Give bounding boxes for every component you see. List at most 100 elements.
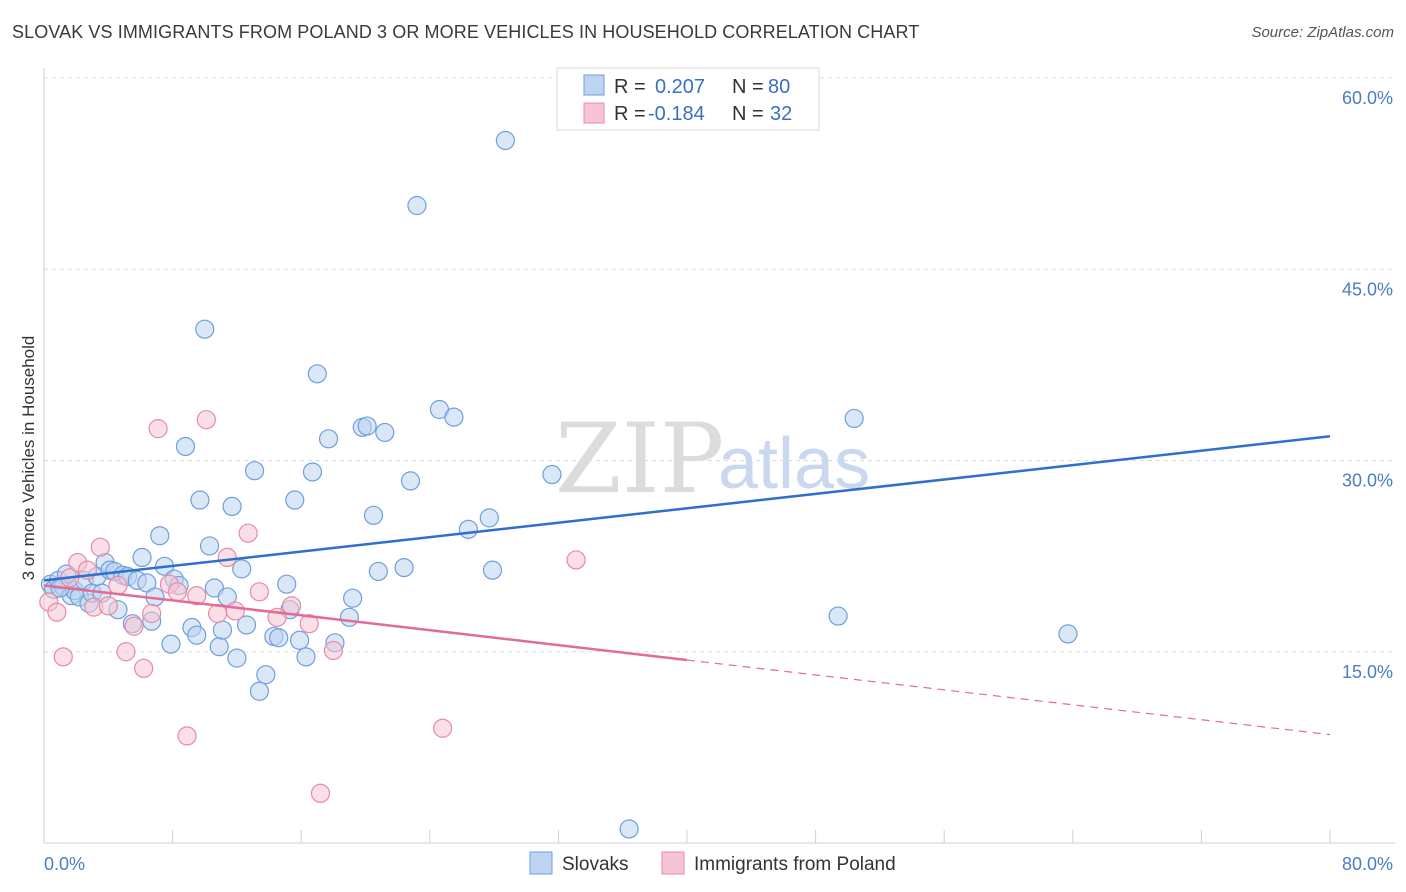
bottom-legend-swatch-slovaks xyxy=(529,851,553,875)
point-poland xyxy=(566,550,586,570)
point-poland xyxy=(281,596,302,616)
point-slovaks xyxy=(150,526,170,546)
legend-r-value-poland: -0.184 xyxy=(648,103,705,125)
point-slovaks xyxy=(227,648,247,668)
y-tick-label: 15.0% xyxy=(1342,662,1393,682)
point-poland xyxy=(299,614,319,634)
point-slovaks xyxy=(212,620,233,640)
point-slovaks xyxy=(444,407,464,427)
point-poland xyxy=(90,537,110,557)
watermark-atlas: atlas xyxy=(718,424,870,504)
bottom-legend: Slovaks Immigrants from Poland xyxy=(529,851,896,875)
point-slovaks xyxy=(277,574,297,594)
legend-swatch-slovaks xyxy=(583,74,605,96)
point-slovaks xyxy=(844,408,864,429)
point-slovaks xyxy=(368,561,388,582)
y-tick-label: 30.0% xyxy=(1342,471,1393,491)
point-slovaks xyxy=(249,681,270,701)
y-tick-label: 45.0% xyxy=(1342,279,1393,299)
point-slovaks xyxy=(195,319,215,339)
point-slovaks xyxy=(1058,624,1078,644)
x-tick-labels: 0.0% 80.0% xyxy=(44,854,1393,874)
trend-line-poland-extension xyxy=(686,659,1331,736)
y-tick-labels: 15.0% 30.0% 45.0% 60.0% xyxy=(1342,88,1393,682)
point-poland xyxy=(53,647,73,667)
point-poland xyxy=(249,582,270,602)
watermark: ZIP atlas xyxy=(555,403,870,515)
legend-n-value-slovaks: 80 xyxy=(768,76,790,98)
trend-line-slovaks xyxy=(43,435,1331,582)
point-poland xyxy=(187,586,207,606)
point-slovaks xyxy=(232,559,252,579)
point-slovaks xyxy=(394,557,414,578)
legend-n-label-slovaks: N = xyxy=(732,76,764,98)
point-slovaks xyxy=(339,607,360,627)
legend-n-label-poland: N = xyxy=(732,103,764,125)
point-poland xyxy=(142,603,162,624)
chart-title: SLOVAK VS IMMIGRANTS FROM POLAND 3 OR MO… xyxy=(12,22,920,42)
axes xyxy=(43,68,1395,844)
point-slovaks xyxy=(407,195,427,216)
watermark-zip: ZIP xyxy=(555,403,724,515)
point-slovaks xyxy=(190,490,210,510)
point-slovaks xyxy=(400,471,421,491)
point-poland xyxy=(225,601,245,621)
point-poland xyxy=(148,419,168,439)
point-slovaks xyxy=(542,464,562,485)
point-slovaks xyxy=(187,625,207,645)
point-slovaks xyxy=(132,547,152,568)
point-slovaks xyxy=(363,505,384,525)
legend-r-label-slovaks: R = xyxy=(614,76,646,98)
point-slovaks xyxy=(209,637,229,657)
point-slovaks xyxy=(357,416,377,436)
point-poland xyxy=(433,718,453,738)
legend: R = 0.207 N = 80 R = -0.184 N = 32 xyxy=(556,67,820,131)
point-slovaks xyxy=(318,429,339,449)
point-poland xyxy=(238,523,258,543)
point-poland xyxy=(108,575,128,596)
x-tick-label-min: 0.0% xyxy=(44,854,85,874)
point-slovaks xyxy=(479,508,499,528)
point-slovaks xyxy=(222,496,242,516)
data-points xyxy=(39,130,1078,839)
point-slovaks xyxy=(302,462,323,482)
point-slovaks xyxy=(828,606,848,626)
legend-swatch-poland xyxy=(583,102,605,124)
legend-r-label-poland: R = xyxy=(614,103,646,125)
bottom-legend-label-slovaks: Slovaks xyxy=(562,854,629,875)
point-slovaks xyxy=(289,630,310,650)
point-poland xyxy=(167,582,188,602)
point-poland xyxy=(47,602,67,622)
y-tick-label: 60.0% xyxy=(1342,88,1393,108)
point-poland xyxy=(310,783,331,803)
point-slovaks xyxy=(285,490,305,510)
point-slovaks xyxy=(482,560,503,580)
legend-r-value-slovaks: 0.207 xyxy=(655,76,705,98)
point-slovaks xyxy=(256,665,276,685)
point-poland xyxy=(177,726,197,746)
point-slovaks xyxy=(269,628,289,648)
point-poland xyxy=(124,616,144,636)
point-slovaks xyxy=(343,588,363,608)
point-poland xyxy=(98,596,118,616)
x-tick-label-max: 80.0% xyxy=(1342,854,1393,874)
legend-n-value-poland: 32 xyxy=(770,103,792,125)
point-slovaks xyxy=(296,647,316,667)
trend-line-poland xyxy=(43,584,688,662)
point-slovaks xyxy=(375,422,395,443)
point-slovaks xyxy=(244,461,265,481)
point-poland xyxy=(323,640,343,661)
point-slovaks xyxy=(307,364,327,384)
point-poland xyxy=(134,658,154,678)
point-poland xyxy=(116,642,136,662)
bottom-legend-swatch-poland xyxy=(661,851,685,875)
chart-source: Source: ZipAtlas.com xyxy=(1251,24,1394,41)
point-slovaks xyxy=(161,634,181,654)
point-slovaks xyxy=(175,436,196,457)
point-slovaks xyxy=(199,536,220,556)
point-poland xyxy=(217,547,237,568)
point-slovaks xyxy=(495,130,515,151)
point-slovaks xyxy=(619,819,639,839)
y-axis-label: 3 or more Vehicles in Household xyxy=(19,336,38,581)
